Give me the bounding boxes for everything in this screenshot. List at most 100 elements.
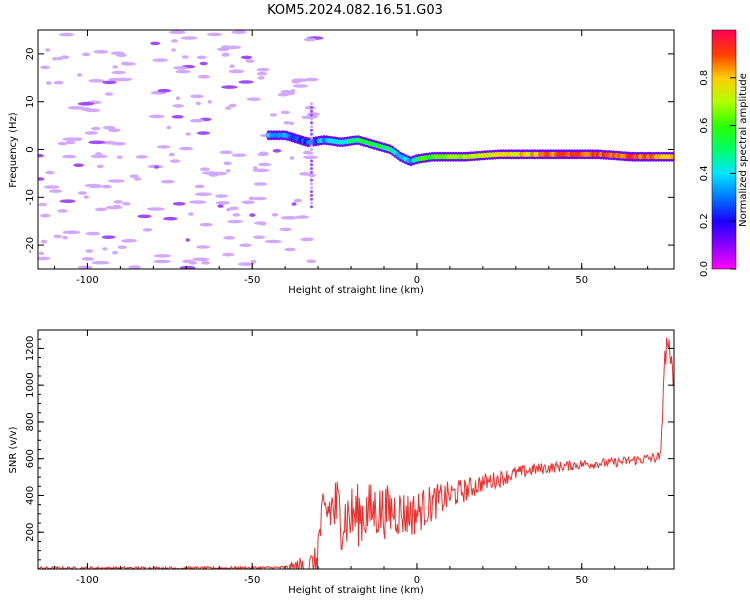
- vertical-streak: [310, 132, 313, 136]
- noise-blob: [189, 200, 207, 204]
- noise-blob: [299, 172, 311, 176]
- noise-blob: [123, 238, 137, 243]
- noise-blob: [157, 145, 171, 149]
- noise-blob: [215, 201, 230, 205]
- y-tick-label: 10: [25, 95, 36, 108]
- noise-blob: [81, 52, 91, 57]
- noise-blob: [105, 205, 123, 210]
- noise-blob: [188, 212, 194, 216]
- noise-blob: [67, 106, 85, 110]
- noise-blob: [226, 207, 232, 212]
- noise-blob: [250, 259, 257, 264]
- noise-blob: [181, 55, 189, 59]
- noise-blob: [206, 32, 222, 37]
- noise-blob: [152, 58, 168, 62]
- noise-blob: [49, 189, 62, 193]
- vertical-streak: [310, 205, 313, 209]
- noise-blob: [142, 228, 153, 232]
- colorbar: 0.0 0.2 0.4 0.6 0.8 Normalized spectral ampl…: [699, 29, 749, 277]
- y-tick-label: 1000: [25, 372, 36, 397]
- noise-blob: [217, 47, 230, 52]
- vertical-streak: [310, 151, 313, 155]
- vertical-streak: [310, 144, 313, 148]
- noise-blob: [272, 149, 282, 153]
- colorbar-label: Normalized spectral amplitude: [738, 73, 749, 227]
- x-tick-label: 50: [575, 275, 588, 286]
- noise-blob: [219, 150, 233, 155]
- noise-blob: [303, 37, 316, 42]
- spectrogram-marks: [38, 30, 674, 269]
- noise-blob: [226, 45, 241, 50]
- noise-blob: [55, 56, 63, 61]
- noise-blob: [112, 250, 118, 255]
- noise-blob: [81, 257, 93, 261]
- noise-blob: [38, 256, 51, 261]
- noise-blob: [231, 30, 247, 34]
- vertical-streak: [310, 190, 313, 194]
- snr-panel: -100 -50 0 50 200 400 600 800 1000 1200 Height of…: [8, 329, 675, 596]
- y-tick-label: 0: [25, 146, 36, 152]
- x-tick-label: -100: [76, 275, 99, 286]
- noise-blob: [171, 39, 179, 43]
- noise-blob: [77, 102, 95, 106]
- noise-blob: [194, 184, 205, 189]
- noise-blob: [238, 80, 254, 84]
- noise-blob: [229, 206, 239, 211]
- noise-blob: [101, 184, 112, 189]
- noise-blob: [137, 214, 152, 219]
- noise-blob: [192, 257, 210, 262]
- noise-blob: [38, 202, 47, 207]
- noise-blob: [208, 173, 219, 177]
- noise-blob: [43, 185, 60, 189]
- noise-blob: [225, 106, 232, 110]
- noise-blob: [113, 200, 124, 204]
- vertical-streak: [310, 105, 313, 109]
- noise-blob: [249, 213, 256, 217]
- noise-blob: [199, 222, 213, 227]
- noise-blob: [45, 81, 52, 85]
- noise-blob: [239, 243, 252, 247]
- noise-blob: [73, 137, 83, 141]
- vertical-streak: [310, 155, 313, 159]
- noise-blob: [59, 32, 75, 37]
- colorbar-gradient: [711, 29, 737, 270]
- vertical-streak: [310, 113, 313, 117]
- noise-blob: [284, 247, 296, 252]
- noise-blob: [88, 184, 102, 189]
- noise-blob: [129, 174, 139, 178]
- vertical-streak: [310, 170, 313, 174]
- noise-blob: [196, 55, 207, 60]
- noise-blob: [90, 154, 108, 159]
- vertical-streak: [310, 159, 313, 163]
- colorbar-ticks: 0.0 0.2 0.4 0.6 0.8: [699, 70, 736, 277]
- noise-blob: [173, 66, 188, 70]
- noise-blob: [258, 162, 272, 167]
- y-tick-label: 20: [25, 48, 36, 61]
- noise-blob: [39, 213, 51, 218]
- noise-blob: [91, 260, 110, 265]
- noise-blob: [160, 179, 175, 184]
- noise-blob: [256, 71, 268, 76]
- noise-blob: [190, 94, 204, 99]
- noise-blob: [73, 163, 84, 167]
- noise-blob: [279, 227, 292, 232]
- noise-blob: [221, 85, 238, 89]
- noise-blob: [190, 118, 204, 123]
- noise-blob: [280, 216, 299, 220]
- noise-blob: [291, 202, 297, 206]
- noise-blob: [291, 78, 309, 82]
- noise-blob: [293, 198, 302, 203]
- x-tick-label: 50: [575, 575, 588, 586]
- noise-blob: [62, 235, 68, 240]
- noise-blob: [306, 112, 320, 116]
- noise-blob: [217, 204, 224, 208]
- noise-blob: [222, 252, 235, 257]
- x-tick-label: -100: [76, 575, 99, 586]
- noise-blob: [77, 265, 93, 269]
- noise-blob: [280, 110, 290, 115]
- noise-blob: [101, 235, 116, 239]
- x-tick-label: -50: [244, 575, 260, 586]
- noise-blob: [228, 69, 244, 74]
- noise-blob: [45, 170, 55, 175]
